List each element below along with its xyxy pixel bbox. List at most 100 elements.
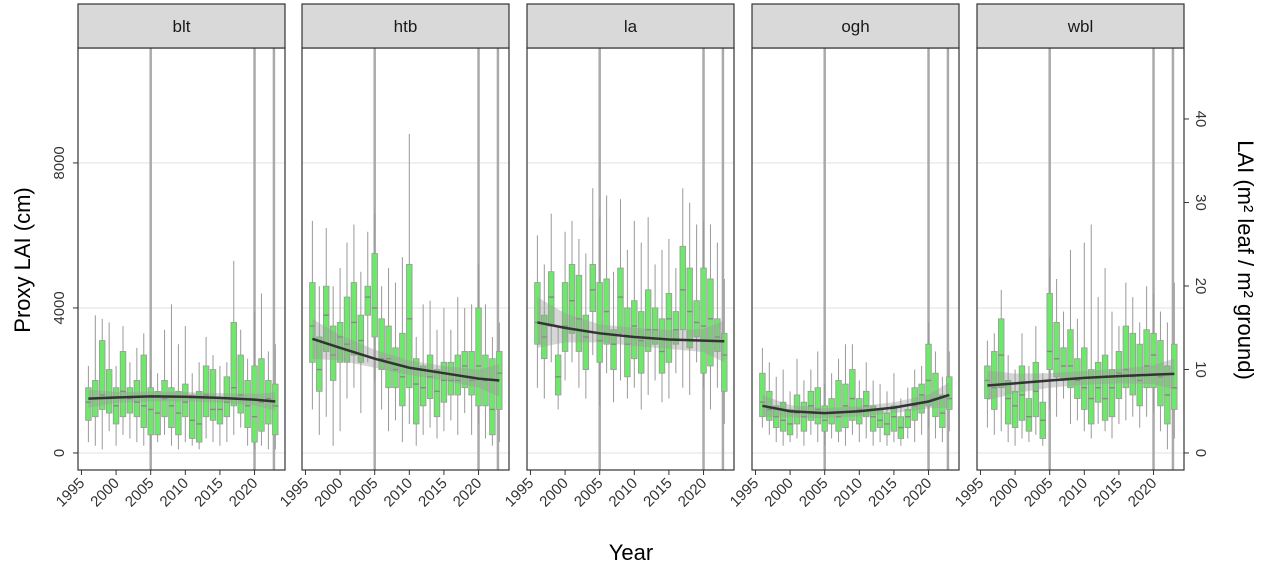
box — [707, 278, 714, 367]
x-tick-label: 1995 — [277, 475, 313, 511]
box — [589, 264, 596, 312]
box — [779, 401, 787, 432]
box — [561, 282, 569, 352]
box — [399, 332, 406, 407]
box — [617, 267, 624, 334]
strip-label: la — [624, 17, 638, 36]
box — [1108, 369, 1116, 418]
box — [272, 383, 279, 436]
box — [392, 347, 399, 389]
strip — [526, 3, 735, 49]
box — [638, 311, 645, 374]
panel-background — [527, 48, 734, 470]
box — [939, 394, 946, 428]
x-tick-label: 2000 — [761, 475, 797, 511]
box — [168, 387, 175, 428]
trend-line — [311, 337, 500, 382]
box — [119, 351, 127, 418]
box — [99, 340, 106, 410]
box — [1011, 390, 1019, 428]
x-tick-label: 1995 — [727, 475, 763, 511]
x-tick-label: 2020 — [675, 475, 711, 511]
strip-label: wbl — [1067, 17, 1094, 36]
box — [596, 282, 603, 363]
x-tick-label: 2015 — [1090, 475, 1126, 511]
box — [1101, 354, 1109, 421]
x-tick-label: 2000 — [536, 475, 572, 511]
x-tick-label: 2000 — [87, 475, 123, 511]
strip — [976, 3, 1185, 49]
x-tick-label: 2010 — [157, 475, 193, 511]
box — [890, 405, 898, 432]
box — [85, 387, 92, 421]
box — [202, 365, 210, 418]
box — [1129, 332, 1136, 396]
trend-line — [762, 393, 950, 415]
box — [189, 394, 196, 439]
box — [1046, 293, 1053, 370]
box — [932, 372, 939, 418]
x-tick-label: 2015 — [191, 475, 227, 511]
box — [575, 274, 583, 352]
confidence-band — [312, 318, 500, 397]
box — [461, 351, 468, 389]
box — [244, 380, 251, 428]
y-tick-label: 4000 — [51, 291, 68, 324]
box — [133, 380, 141, 418]
box — [385, 325, 392, 389]
box — [793, 394, 801, 425]
y2-tick-label: 20 — [1192, 278, 1209, 295]
box — [237, 354, 244, 414]
x-tick-label: 2005 — [571, 475, 607, 511]
box — [1067, 329, 1074, 389]
box — [1053, 322, 1060, 378]
y2-tick-label: 10 — [1192, 361, 1209, 378]
box — [568, 264, 576, 334]
box — [209, 369, 217, 421]
x-tick-label: 2015 — [415, 475, 451, 511]
box — [316, 336, 323, 392]
x-tick-label: 2015 — [640, 475, 676, 511]
box — [582, 314, 590, 370]
strip-label: htb — [394, 17, 418, 36]
x-tick-label: 2005 — [346, 475, 382, 511]
box — [672, 311, 680, 345]
x-axis-title: Year — [609, 540, 653, 565]
x-tick-label: 2010 — [606, 475, 642, 511]
strip — [301, 3, 510, 49]
x-tick-label: 2005 — [1021, 475, 1057, 511]
box — [918, 383, 925, 414]
confidence-band — [88, 389, 276, 411]
box — [1171, 343, 1178, 410]
box — [230, 322, 237, 407]
y2-tick-label: 40 — [1192, 111, 1209, 128]
box — [329, 325, 337, 381]
y2-tick-label: 0 — [1192, 449, 1209, 457]
trend-line — [987, 372, 1175, 387]
box — [759, 372, 766, 418]
x-tick-label: 2020 — [226, 475, 262, 511]
box — [1032, 361, 1040, 418]
box — [1018, 365, 1026, 421]
y2-tick-label: 30 — [1192, 194, 1209, 211]
confidence-band — [762, 382, 950, 419]
box — [364, 285, 371, 316]
box — [378, 318, 385, 370]
box — [946, 376, 953, 410]
x-tick-label: 2020 — [450, 475, 486, 511]
box — [700, 267, 707, 374]
x-tick-label: 2010 — [1056, 475, 1092, 511]
strip — [751, 3, 960, 49]
box — [631, 300, 638, 360]
box — [336, 322, 344, 363]
box — [821, 405, 828, 432]
box — [610, 329, 617, 370]
box — [693, 300, 700, 338]
x-tick-label: 1995 — [952, 475, 988, 511]
box — [984, 365, 991, 399]
trend-line — [88, 395, 276, 403]
x-tick-label: 2010 — [831, 475, 867, 511]
box — [447, 361, 455, 396]
box — [863, 390, 870, 418]
x-tick-label: 2010 — [381, 475, 417, 511]
